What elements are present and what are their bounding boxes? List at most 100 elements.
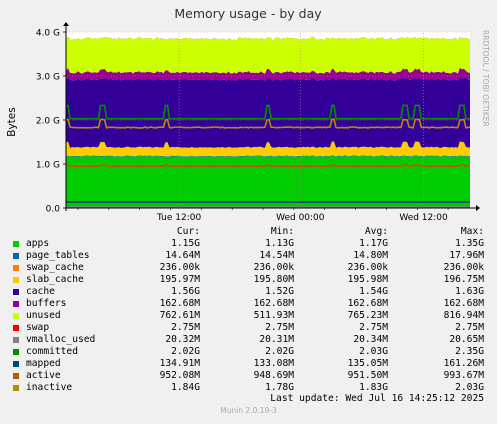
legend-swatch [13, 325, 19, 331]
chart-title: Memory usage - by day [174, 6, 322, 21]
legend-swatch [13, 241, 19, 247]
legend-value-avg: 20.34M [353, 334, 388, 345]
memory-usage-chart: Memory usage - by day Bytes RRDTOOL / TO… [6, 6, 490, 223]
legend-row-buffers: buffers 162.68M 162.68M 162.68M 162.68M [0, 298, 497, 310]
area-buffers [66, 67, 470, 81]
y-axis-label: Bytes [6, 107, 18, 136]
axes [63, 22, 480, 211]
legend-row-mapped: mapped 134.91M 133.08M 135.05M 161.26M [0, 358, 497, 370]
legend-value-max: 816.94M [443, 310, 484, 321]
legend-value-cur: 14.64M [165, 250, 200, 261]
area-unused [66, 36, 470, 74]
legend-value-min: 511.93M [253, 310, 294, 321]
y-tick-label: 3.0 G [36, 73, 60, 83]
legend-series-name: swap_cache [26, 262, 84, 273]
legend-swatch [13, 349, 19, 355]
legend-swatch [13, 337, 19, 343]
legend-value-avg: 951.50M [347, 370, 388, 381]
x-tick-label: Wed 12:00 [399, 213, 448, 223]
legend-value-avg: 2.03G [359, 346, 388, 357]
munin-version: Munin 2.0.19-3 [220, 406, 277, 415]
area-cache [66, 77, 470, 148]
legend-row-active: active 952.08M 948.69M 951.50M 993.67M [0, 370, 497, 382]
y-tick-label: 1.0 G [36, 161, 60, 171]
y-tick-labels: 0.0 1.0 G 2.0 G 3.0 G 4.0 G [36, 29, 60, 215]
legend-value-avg: 765.23M [347, 310, 388, 321]
legend-series-name: committed [26, 346, 78, 357]
legend-row-swap: swap 2.75M 2.75M 2.75M 2.75M [0, 322, 497, 334]
legend-value-cur: 952.08M [159, 370, 200, 381]
legend-header-max: Max: [460, 226, 484, 237]
legend-value-min: 1.13G [265, 238, 294, 249]
legend-value-min: 2.02G [265, 346, 294, 357]
legend-value-max: 993.67M [443, 370, 484, 381]
legend-swatch [13, 313, 19, 319]
legend-value-avg: 236.00k [347, 262, 388, 273]
legend-value-max: 1.63G [455, 286, 484, 297]
line-committed [66, 104, 470, 120]
legend-swatch [13, 385, 19, 391]
legend-series-name: mapped [26, 358, 61, 369]
last-update: Last update: Wed Jul 16 14:25:12 2025 [270, 393, 484, 404]
legend-value-avg: 2.75M [359, 322, 388, 333]
legend-value-cur: 1.15G [171, 238, 200, 249]
legend-swatch [13, 289, 19, 295]
legend-series-name: active [26, 370, 61, 381]
legend-value-min: 1.52G [265, 286, 294, 297]
area-apps [66, 155, 470, 208]
area-slab-cache [66, 141, 470, 157]
legend-value-max: 161.26M [443, 358, 484, 369]
legend-value-avg: 1.17G [359, 238, 388, 249]
line-inactive [65, 118, 471, 129]
legend-value-avg: 135.05M [347, 358, 388, 369]
legend-value-max: 162.68M [443, 298, 484, 309]
stacked-areas [66, 36, 470, 208]
legend-value-avg: 162.68M [347, 298, 388, 309]
legend-value-avg: 1.54G [359, 286, 388, 297]
legend-swatch [13, 265, 19, 271]
legend-header-cur: Cur: [176, 226, 200, 237]
y-axis-arrow [63, 22, 69, 26]
legend-header-avg: Avg: [364, 226, 388, 237]
legend-value-cur: 195.97M [159, 274, 200, 285]
legend-row-page-tables: page_tables 14.64M 14.54M 14.80M 17.96M [0, 250, 497, 262]
legend-value-cur: 2.75M [171, 322, 200, 333]
legend-swatch [13, 373, 19, 379]
legend-value-min: 1.78G [265, 382, 294, 393]
legend-series-name: buffers [26, 298, 67, 309]
legend-value-min: 162.68M [253, 298, 294, 309]
legend-series-name: swap [26, 322, 50, 333]
legend-row-vmalloc-used: vmalloc_used 20.32M 20.31M 20.34M 20.65M [0, 334, 497, 346]
legend-series-name: apps [26, 238, 50, 249]
legend-series-name: cache [26, 286, 55, 297]
legend-value-avg: 14.80M [353, 250, 388, 261]
legend-value-cur: 236.00k [159, 262, 200, 273]
legend-value-cur: 1.56G [171, 286, 200, 297]
legend-value-min: 14.54M [259, 250, 294, 261]
legend-value-avg: 1.83G [359, 382, 388, 393]
legend-value-max: 17.96M [449, 250, 484, 261]
legend-value-min: 133.08M [253, 358, 294, 369]
x-tick-labels: Tue 12:00 Wed 00:00 Wed 12:00 [156, 213, 448, 223]
legend-value-cur: 2.02G [171, 346, 200, 357]
legend-value-cur: 762.61M [159, 310, 200, 321]
legend-row-swap-cache: swap_cache 236.00k 236.00k 236.00k 236.00k [0, 262, 497, 274]
x-tick-label: Tue 12:00 [156, 213, 201, 223]
x-tick-label: Wed 00:00 [276, 213, 325, 223]
legend-swatch [13, 277, 19, 283]
legend-value-cur: 162.68M [159, 298, 200, 309]
legend-value-max: 2.03G [455, 382, 484, 393]
legend-value-min: 948.69M [253, 370, 294, 381]
legend-value-max: 236.00k [443, 262, 484, 273]
line-active [66, 164, 470, 167]
legend-row-slab-cache: slab_cache 195.97M 195.80M 195.98M 196.75M [0, 274, 497, 286]
legend-row-apps: apps 1.15G 1.13G 1.17G 1.35G [0, 238, 497, 250]
legend-value-max: 20.65M [449, 334, 484, 345]
y-tick-label: 0.0 [46, 205, 61, 215]
legend-series-name: unused [26, 310, 61, 321]
legend-row-inactive: inactive 1.84G 1.78G 1.83G 2.03G [0, 382, 497, 394]
legend-value-cur: 1.84G [171, 382, 200, 393]
legend-series-name: page_tables [26, 250, 90, 261]
legend-value-max: 1.35G [455, 238, 484, 249]
x-axis-arrow [476, 205, 480, 211]
